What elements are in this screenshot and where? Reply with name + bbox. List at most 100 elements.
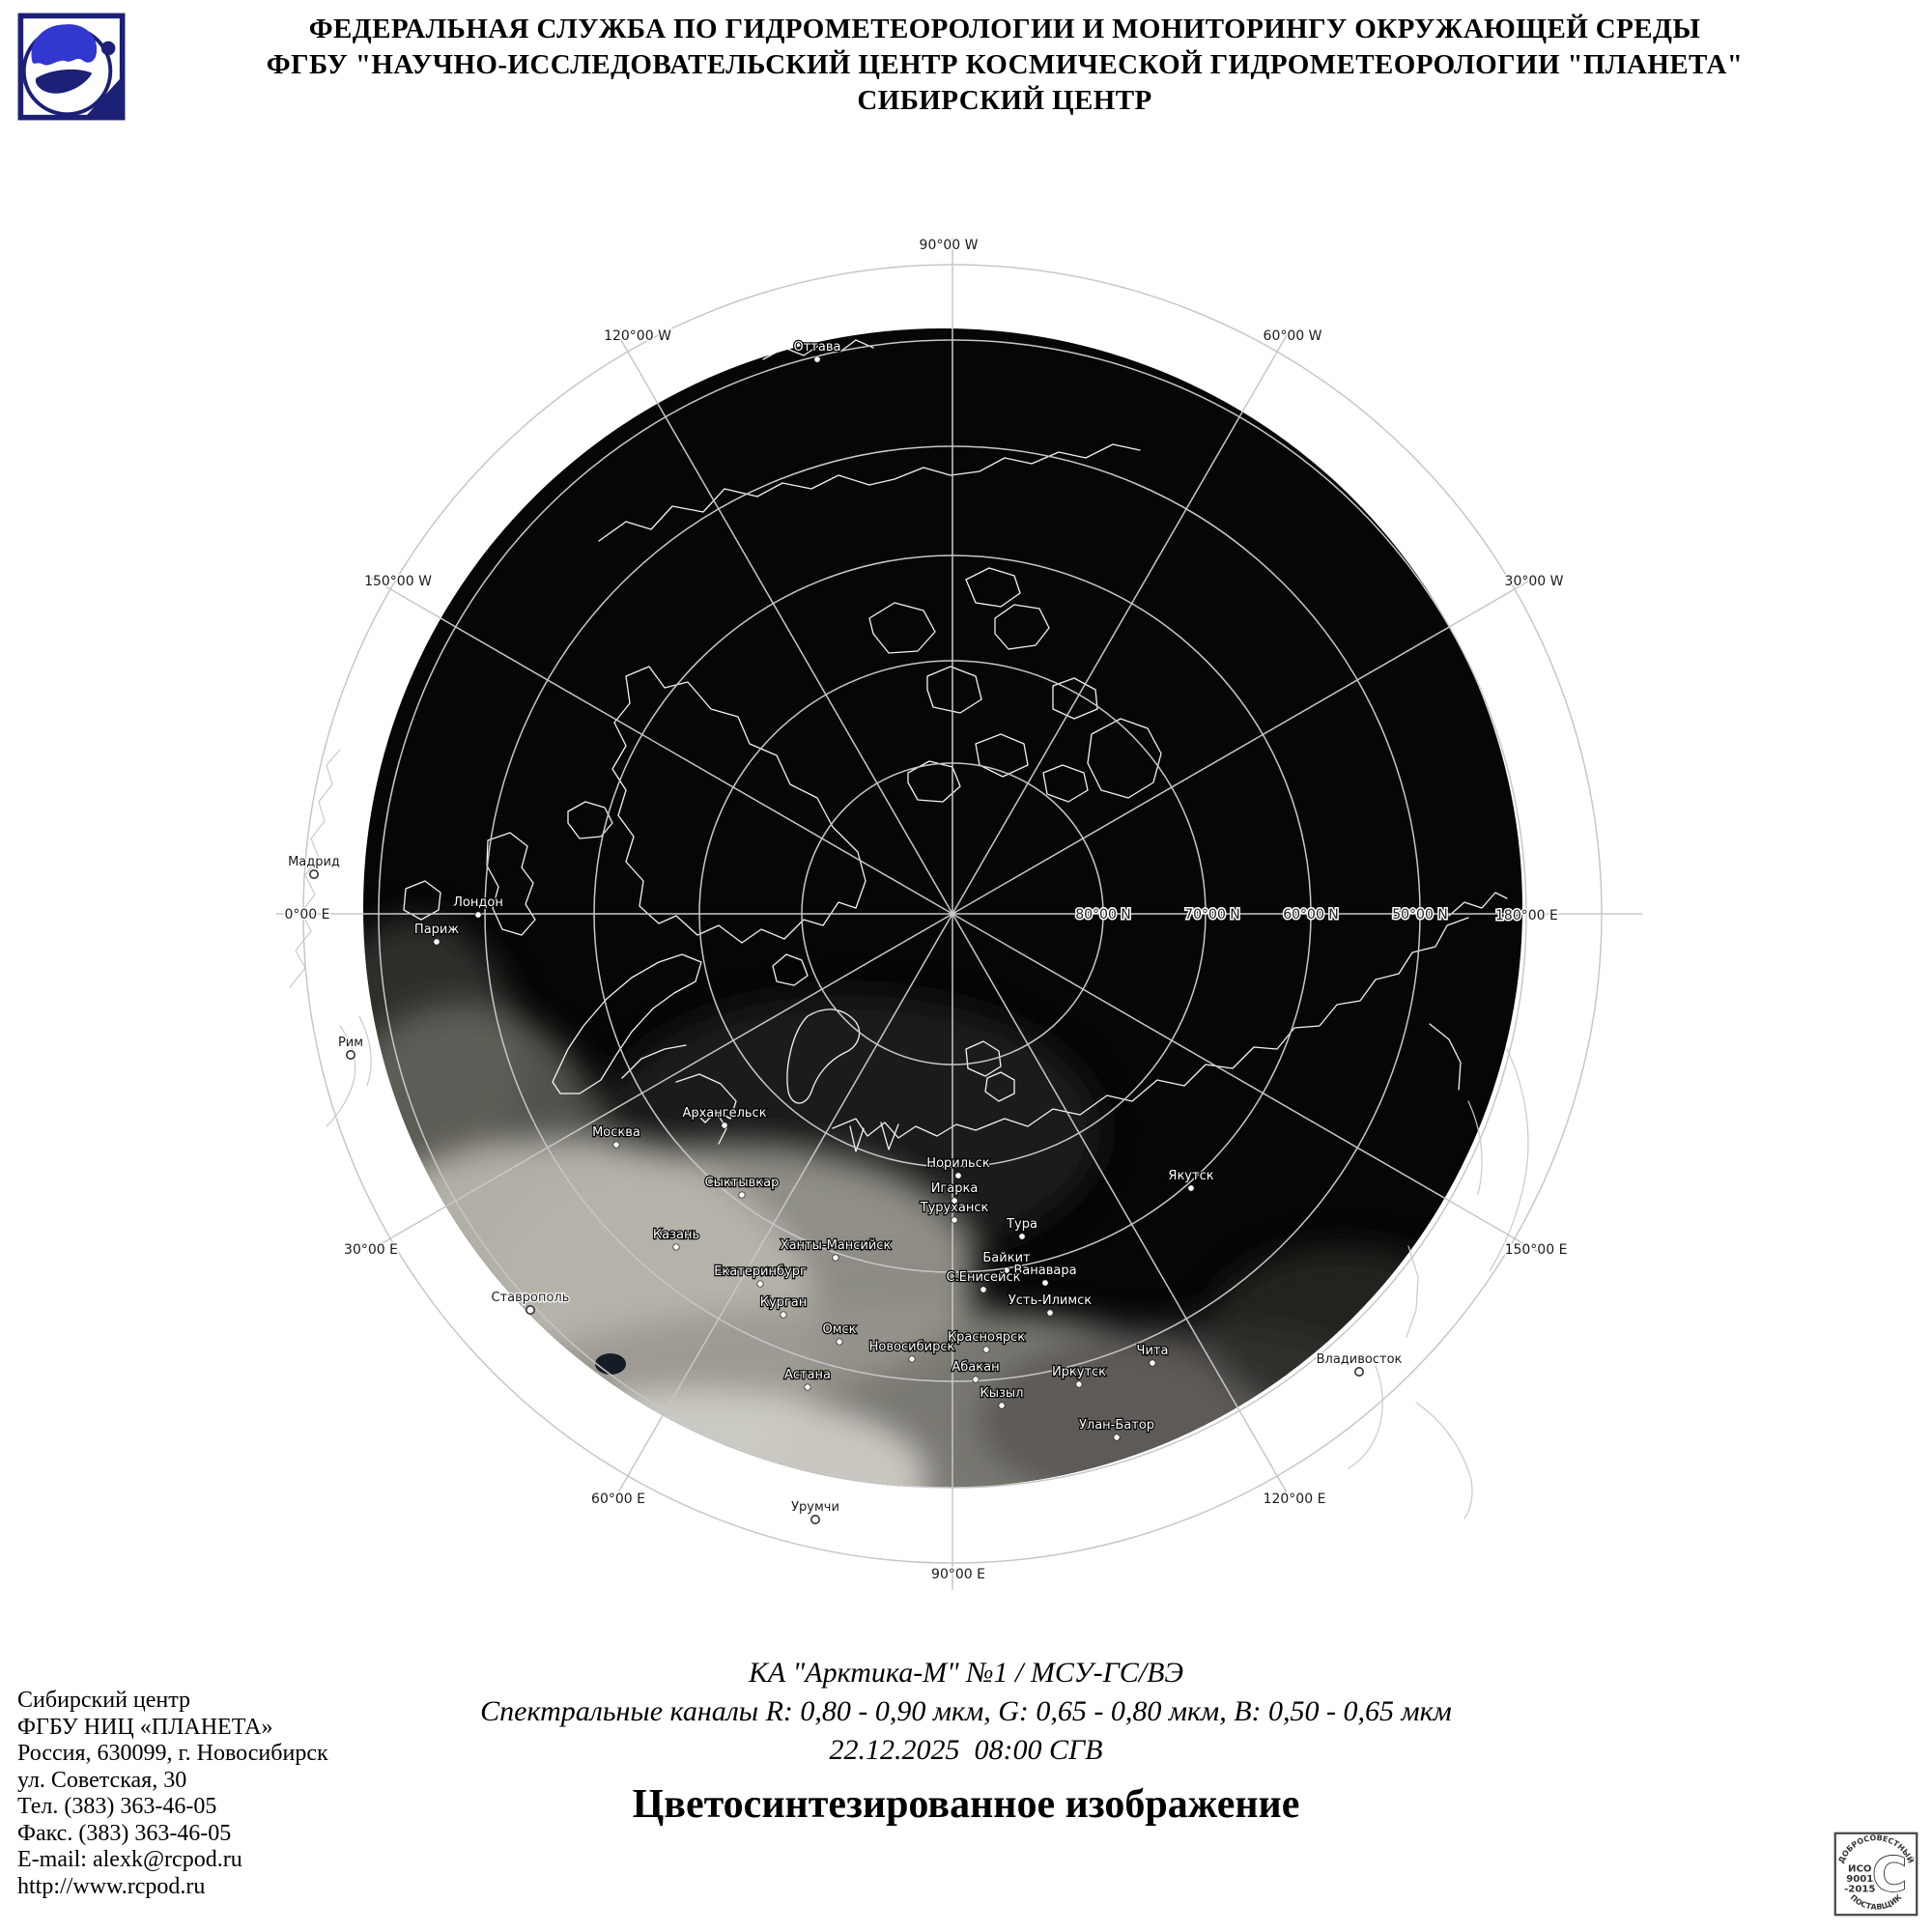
city-marker bbox=[1018, 1233, 1026, 1240]
graticule-label: 0°00 E bbox=[284, 907, 329, 923]
stamp-iso: ИСО bbox=[1848, 1863, 1872, 1874]
graticule-label: 120°00 E bbox=[1264, 1492, 1326, 1507]
city-marker bbox=[721, 1122, 728, 1129]
city: Екатеринбург bbox=[713, 1264, 808, 1288]
city-marker bbox=[525, 1305, 535, 1316]
city-marker bbox=[951, 1197, 958, 1205]
city: Астана bbox=[783, 1367, 832, 1391]
city-label: Иркутск bbox=[1052, 1365, 1106, 1379]
dark-lake bbox=[595, 1353, 626, 1375]
city: Лондон bbox=[452, 895, 504, 919]
city-label: Лондон bbox=[453, 895, 503, 910]
city: Улан-Батор bbox=[1078, 1417, 1155, 1441]
city-marker bbox=[612, 1141, 620, 1149]
city-marker bbox=[474, 911, 482, 919]
city: Кызыл bbox=[979, 1385, 1025, 1409]
graticule-label: 80°00 N bbox=[1075, 907, 1131, 923]
graticule-label: 60°00 W bbox=[1264, 328, 1322, 344]
city: Усть-Илимск bbox=[1008, 1293, 1093, 1317]
city-label: Ханты-Мансийск bbox=[781, 1238, 892, 1253]
city-label: Якутск bbox=[1168, 1169, 1213, 1183]
city: Тура bbox=[1005, 1216, 1038, 1240]
contact-phone: Тел. (383) 363-46-05 bbox=[17, 1794, 217, 1819]
city: Москва bbox=[591, 1124, 641, 1149]
header-line-2: ФГБУ "НАУЧНО-ИССЛЕДОВАТЕЛЬСКИЙ ЦЕНТР КОС… bbox=[266, 49, 1744, 80]
city-label: Усть-Илимск bbox=[1009, 1293, 1092, 1308]
city-marker bbox=[433, 938, 440, 946]
city-marker bbox=[780, 1311, 787, 1319]
stamp-9001: 9001 bbox=[1846, 1874, 1873, 1885]
city-label: Омск bbox=[822, 1322, 856, 1337]
city-label: Игарка bbox=[931, 1181, 979, 1196]
city-marker bbox=[1041, 1279, 1049, 1287]
city-marker bbox=[813, 355, 821, 363]
city-label: Архангельск bbox=[682, 1106, 766, 1121]
city-marker bbox=[1354, 1367, 1365, 1378]
header: ФЕДЕРАЛЬНАЯ СЛУЖБА ПО ГИДРОМЕТЕОРОЛОГИИ … bbox=[126, 12, 1884, 119]
city-label: Туруханск bbox=[920, 1201, 989, 1215]
coastlines-outside bbox=[289, 749, 1529, 1520]
city-label: Тура bbox=[1006, 1217, 1037, 1232]
city: Урумчи bbox=[790, 1499, 840, 1525]
city-label: Улан-Батор bbox=[1079, 1418, 1154, 1433]
datetime: 22.12.2025 08:00 СГВ bbox=[829, 1734, 1103, 1766]
corner-triangle bbox=[86, 78, 121, 116]
city: Новосибирск bbox=[867, 1339, 956, 1363]
city-layer: Оттава Мадрид Лондон Париж Рим Архангельск Мос… bbox=[287, 339, 1404, 1525]
city-label: Новосибирск bbox=[869, 1340, 955, 1354]
graticule-label: 150°00 W bbox=[364, 574, 432, 589]
satellite-info: КА "Арктика-М" №1 / МСУ-ГС/ВЭ bbox=[748, 1657, 1184, 1689]
city-marker bbox=[1113, 1434, 1121, 1441]
city: Ванавара bbox=[1012, 1263, 1078, 1287]
city-marker bbox=[1046, 1309, 1054, 1317]
stamp-2015: -2015 bbox=[1844, 1884, 1875, 1894]
city-label: Мадрид bbox=[288, 855, 340, 869]
graticule bbox=[276, 238, 1642, 1590]
city-marker bbox=[1187, 1184, 1195, 1192]
city-marker bbox=[951, 1216, 958, 1224]
header-line-1: ФЕДЕРАЛЬНАЯ СЛУЖБА ПО ГИДРОМЕТЕОРОЛОГИИ … bbox=[308, 14, 1701, 44]
city: Сыктывкар bbox=[703, 1175, 781, 1199]
contact-fax: Факс. (383) 363-46-05 bbox=[17, 1820, 232, 1846]
city-marker bbox=[672, 1243, 680, 1251]
city-marker bbox=[810, 1515, 820, 1525]
city-marker bbox=[345, 1050, 355, 1061]
city: Рим bbox=[337, 1035, 364, 1061]
city-marker bbox=[1149, 1359, 1156, 1367]
iso-9001-stamp: ДОБРОСОВЕСТНЫЙ ПОСТАВЩИК С ИСО 9001 -201… bbox=[1833, 1832, 1918, 1917]
graticule-label: 50°00 N bbox=[1392, 907, 1448, 923]
product-title: Цветосинтезированное изображение bbox=[632, 1782, 1300, 1827]
city-label: Курган bbox=[760, 1295, 807, 1310]
city: Ханты-Мансийск bbox=[779, 1237, 893, 1262]
city-label: Кызыл bbox=[980, 1386, 1024, 1401]
planeta-logo bbox=[17, 13, 126, 121]
graticule-label: 70°00 N bbox=[1184, 907, 1240, 923]
city: Омск bbox=[821, 1321, 858, 1346]
planet-wave-icon bbox=[35, 69, 93, 94]
stamp-letter: С bbox=[1872, 1847, 1907, 1903]
caption: КА "Арктика-М" №1 / МСУ-ГС/ВЭ Спектральн… bbox=[0, 1654, 1932, 1828]
contact-line: ФГБУ НИЦ «ПЛАНЕТА» bbox=[17, 1714, 273, 1740]
city: Красноярск bbox=[947, 1329, 1026, 1353]
city: Казань bbox=[652, 1227, 700, 1251]
city-marker bbox=[756, 1280, 764, 1288]
contact-url: http://www.rcpod.ru bbox=[17, 1873, 206, 1899]
city-marker bbox=[954, 1172, 962, 1179]
city: Байкит bbox=[981, 1250, 1032, 1274]
city-label: Ставрополь bbox=[492, 1291, 570, 1305]
city-label: Ванавара bbox=[1013, 1264, 1076, 1278]
city-marker bbox=[982, 1346, 990, 1353]
contact-block: Сибирский центр ФГБУ НИЦ «ПЛАНЕТА» Росси… bbox=[17, 1688, 328, 1900]
city-label: Сыктывкар bbox=[705, 1176, 780, 1190]
graticule-label: 150°00 E bbox=[1505, 1242, 1568, 1258]
city: Мадрид bbox=[287, 854, 341, 879]
contact-email: E-mail: alexk@rcpod.ru bbox=[17, 1847, 242, 1872]
city: Архангельск bbox=[681, 1105, 768, 1129]
graticule-labels: 90°00 W 60°00 W 30°00 W 180°00 E 150°00 E 120… bbox=[283, 237, 1569, 1584]
graticule-label: 60°00 N bbox=[1283, 907, 1339, 923]
city-marker bbox=[908, 1355, 916, 1363]
city: Владивосток bbox=[1315, 1351, 1404, 1378]
city-marker bbox=[804, 1383, 811, 1391]
city-label: Байкит bbox=[982, 1251, 1031, 1265]
